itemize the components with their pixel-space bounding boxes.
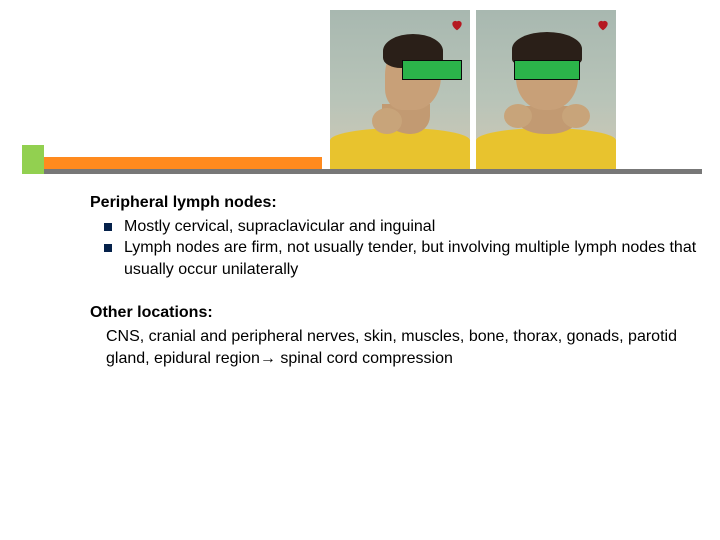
list-item: Lymph nodes are firm, not usually tender…: [104, 237, 700, 280]
heart-icon: [596, 18, 610, 32]
photo-lymph-swelling: [372, 108, 402, 134]
accent-gray-bar: [22, 169, 702, 174]
bullet-text: Lymph nodes are firm, not usually tender…: [124, 237, 700, 280]
section-title-peripheral: Peripheral lymph nodes:: [90, 192, 700, 214]
bullet-text: Mostly cervical, supraclavicular and ing…: [124, 216, 700, 238]
slide-text-content: Peripheral lymph nodes: Mostly cervical,…: [90, 192, 700, 369]
slide-accent-band: [0, 145, 720, 175]
bullet-square-icon: [104, 223, 112, 231]
section-title-other: Other locations:: [90, 302, 700, 324]
photo-lymph-swelling: [562, 104, 590, 128]
section-body-other: CNS, cranial and peripheral nerves, skin…: [106, 326, 700, 369]
privacy-eye-bar: [514, 60, 580, 80]
privacy-eye-bar: [402, 60, 462, 80]
accent-orange-bar: [22, 157, 322, 169]
photo-lymph-swelling: [504, 104, 532, 128]
list-item: Mostly cervical, supraclavicular and ing…: [104, 216, 700, 238]
heart-icon: [450, 18, 464, 32]
accent-green-block: [22, 145, 44, 174]
bullet-list: Mostly cervical, supraclavicular and ing…: [104, 216, 700, 281]
bullet-square-icon: [104, 244, 112, 252]
